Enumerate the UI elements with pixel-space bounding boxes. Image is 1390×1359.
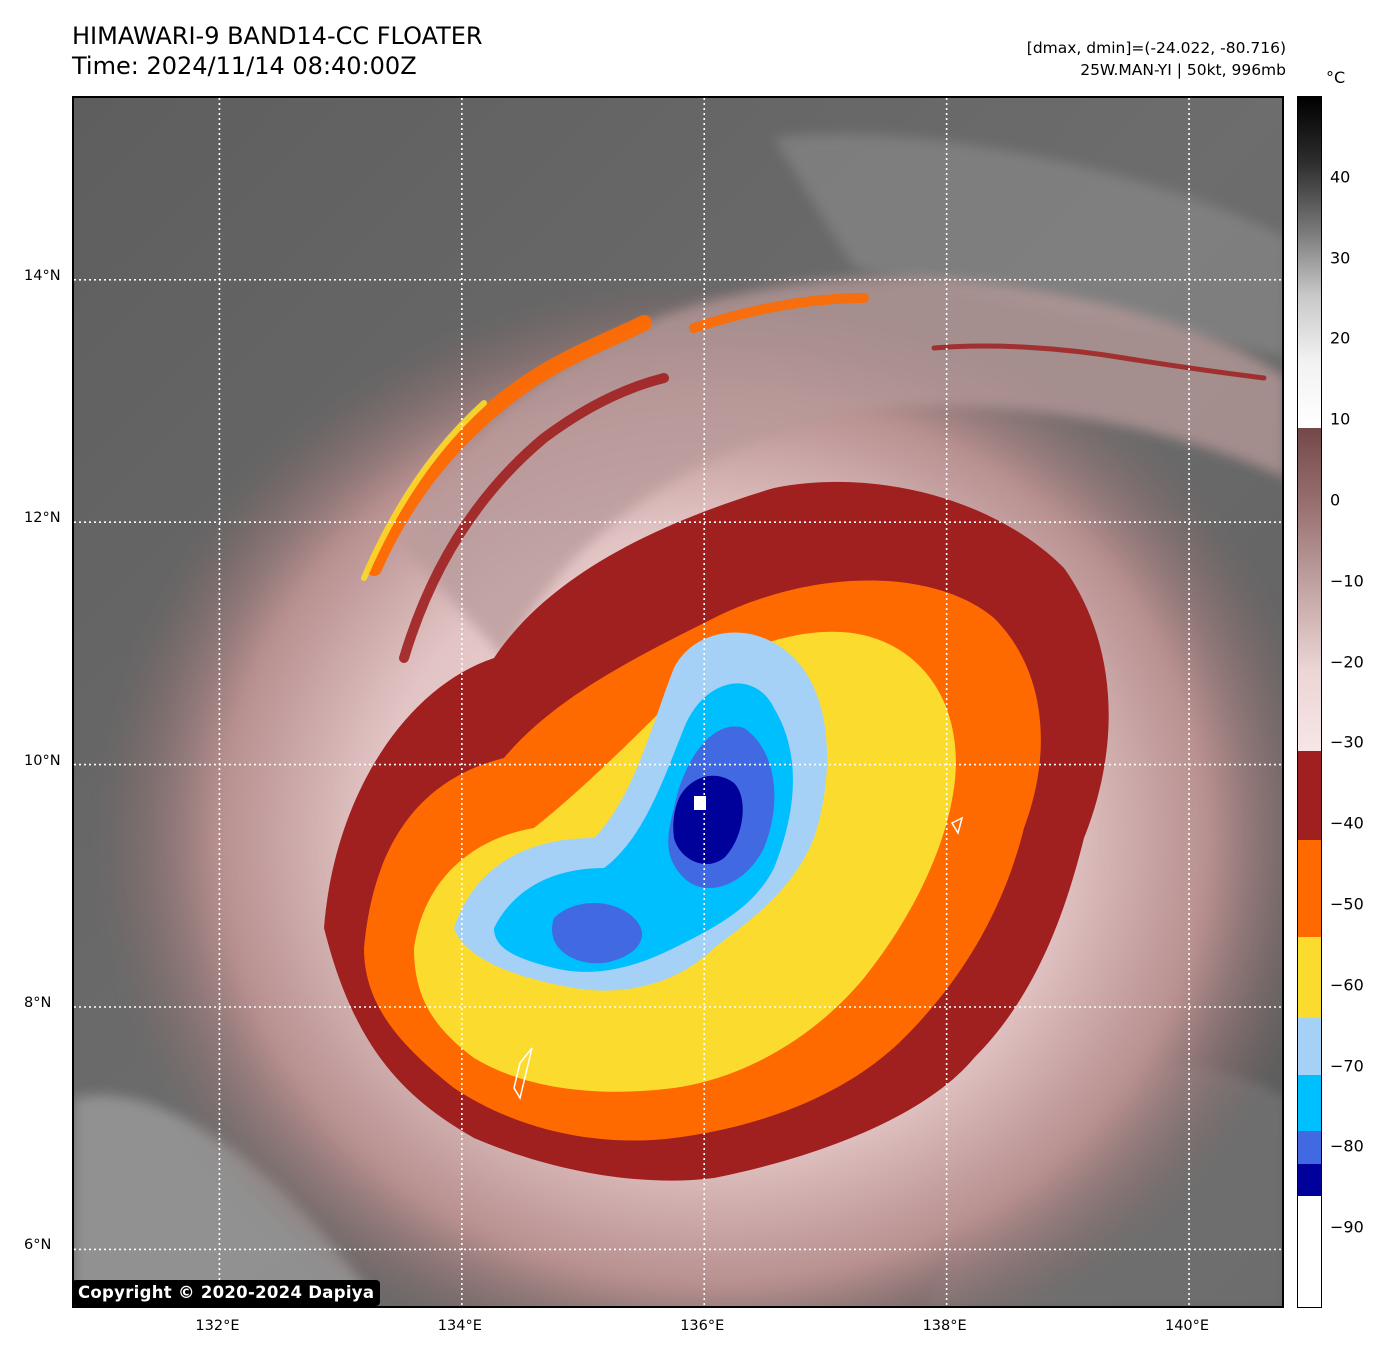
colorbar-tick-label: 30	[1330, 248, 1351, 268]
storm-info: 25W.MAN-YI | 50kt, 996mb	[1080, 61, 1286, 79]
longitude-label: 138°E	[922, 1318, 967, 1334]
colorbar-tick-label: 20	[1330, 328, 1351, 348]
colorbar-unit: °C	[1326, 68, 1346, 87]
colorbar-tick-label: 0	[1330, 490, 1341, 510]
longitude-label: 132°E	[195, 1318, 240, 1334]
coordinate-gridlines	[74, 98, 1282, 1306]
band-below-minus-90	[694, 796, 706, 810]
longitude-label: 140°E	[1164, 1318, 1210, 1334]
colorbar-tick-label: −40	[1330, 813, 1364, 833]
colorbar-tick-label: −60	[1330, 975, 1364, 995]
colorbar-tick-label: 40	[1330, 167, 1351, 187]
latitude-label: 8°N	[24, 995, 52, 1011]
colorbar-segment	[1298, 751, 1321, 841]
band-minus-85	[673, 775, 743, 865]
latitude-label: 10°N	[24, 752, 61, 769]
colorbar-tick-label: −30	[1330, 732, 1364, 752]
colorbar-tick-label: −80	[1330, 1136, 1364, 1156]
island-outline	[513, 1047, 533, 1100]
outer-cloud-band	[404, 277, 1282, 658]
colorbar-tick-label: −90	[1330, 1217, 1364, 1237]
colorbar-segment	[1298, 97, 1321, 429]
image-timestamp: Time: 2024/11/14 08:40:00Z	[72, 52, 417, 80]
colorbar-tick-label: −50	[1330, 894, 1364, 914]
colorbar-segment	[1298, 937, 1321, 1019]
temperature-colorbar	[1297, 96, 1322, 1308]
satellite-map	[72, 96, 1284, 1308]
latitude-label: 12°N	[24, 510, 61, 527]
colorbar-segment	[1298, 1131, 1321, 1164]
colorbar-segment	[1298, 1195, 1321, 1307]
colorbar-segment	[1298, 428, 1321, 752]
copyright-badge: Copyright © 2020-2024 Dapiya	[72, 1280, 381, 1306]
latitude-label: 14°N	[24, 267, 61, 284]
colorbar-tick-label: 10	[1330, 409, 1351, 429]
band-minus-80	[552, 903, 643, 964]
spiral-rainband	[689, 293, 869, 333]
colorbar-segment	[1298, 1018, 1321, 1075]
spiral-rainband	[361, 400, 487, 581]
colorbar-segment	[1298, 840, 1321, 938]
colorbar-segment	[1298, 1074, 1321, 1132]
longitude-label: 136°E	[680, 1318, 725, 1334]
spiral-rainband	[399, 373, 669, 663]
colorbar-tick-label: −70	[1330, 1056, 1364, 1076]
island-outline	[950, 816, 964, 835]
temperature-range-readout: [dmax, dmin]=(-24.022, -80.716)	[1026, 39, 1286, 57]
image-title: HIMAWARI-9 BAND14-CC FLOATER	[72, 22, 483, 50]
colorbar-segment	[1298, 1163, 1321, 1196]
latitude-label: 6°N	[24, 1237, 52, 1254]
colorbar-tick-label: −10	[1330, 571, 1364, 591]
spiral-rainband	[931, 343, 1267, 381]
colorbar-tick-label: −20	[1330, 652, 1364, 672]
low-cloud-patch	[774, 134, 1282, 357]
longitude-label: 134°E	[437, 1318, 482, 1334]
spiral-rainband	[366, 315, 652, 576]
